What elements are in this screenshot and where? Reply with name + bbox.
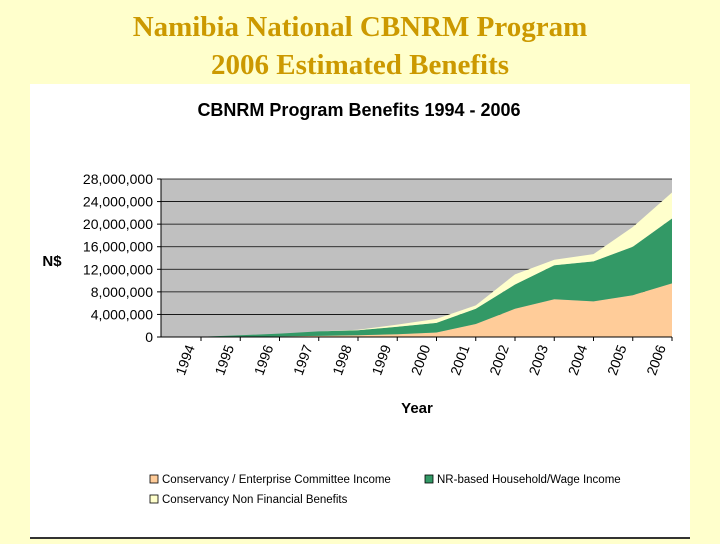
x-tick-label: 2002 (486, 342, 512, 377)
slide-title-line2: 2006 Estimated Benefits (210, 49, 510, 81)
legend-swatch (149, 494, 159, 504)
benefits-area-chart: CBNRM Program Benefits 1994 - 2006 0 4,00… (42, 100, 673, 506)
y-axis-label: N$ (42, 253, 62, 270)
chart-panel: CBNRM Program Benefits 1994 - 2006 0 4,00… (30, 84, 690, 539)
chart-legend: Conservancy / Enterprise Committee Incom… (149, 474, 621, 506)
x-tick-label: 1995 (211, 342, 237, 377)
y-tick-label: 28,000,000 (83, 171, 153, 187)
x-tick-label: 2006 (643, 342, 669, 377)
x-axis-label: Year (401, 400, 433, 417)
area-series-1 (201, 283, 672, 337)
x-tick-label: 2003 (525, 342, 551, 377)
y-tick-label: 24,000,000 (83, 194, 153, 210)
y-tick-label: 4,000,000 (91, 306, 153, 322)
chart-title: CBNRM Program Benefits 1994 - 2006 (197, 100, 520, 120)
y-tick-label: 0 (145, 329, 153, 345)
y-tick-label: 12,000,000 (83, 261, 153, 277)
legend-label: Conservancy Non Financial Benefits (162, 494, 348, 506)
x-tick-label: 1997 (290, 342, 316, 377)
legend-label: Conservancy / Enterprise Committee Incom… (162, 474, 391, 486)
legend-swatch (424, 474, 434, 484)
slide-title: Namibia National CBNRM Program 2006 Esti… (0, 8, 720, 84)
slide-title-line1: Namibia National CBNRM Program (132, 11, 588, 43)
x-tick-label: 1994 (172, 342, 198, 377)
x-tick-label: 1996 (251, 342, 277, 377)
area-series-2 (201, 218, 672, 337)
y-tick-label: 20,000,000 (83, 216, 153, 232)
y-tick-label: 16,000,000 (83, 239, 153, 255)
x-tick-label: 2004 (565, 342, 591, 377)
x-tick-label: 1999 (368, 342, 394, 377)
legend-label: NR-based Household/Wage Income (437, 474, 621, 486)
y-tick-label: 8,000,000 (91, 284, 153, 300)
x-tick-label: 2001 (447, 342, 473, 377)
legend-swatch (149, 474, 159, 484)
x-tick-label: 2000 (408, 342, 434, 377)
bottom-rule (30, 537, 690, 539)
x-tick-label: 1998 (329, 342, 355, 377)
x-tick-label: 2005 (604, 342, 630, 377)
